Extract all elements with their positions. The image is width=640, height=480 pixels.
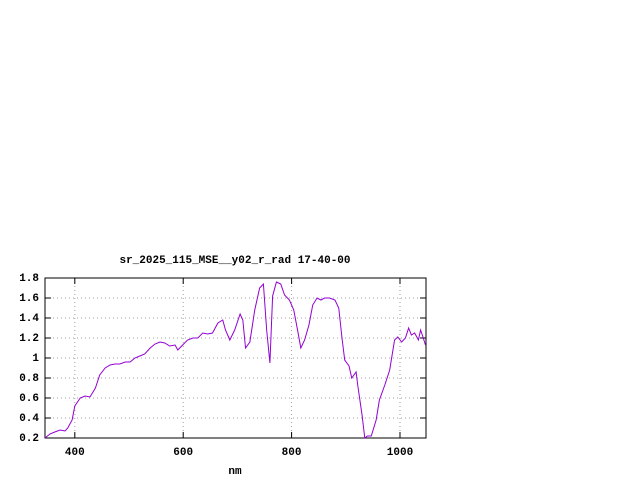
chart-title: sr_2025_115_MSE__y02_r_rad 17-40-00 bbox=[119, 255, 350, 267]
y-tick-label: 1 bbox=[32, 353, 39, 365]
x-tick-label: 800 bbox=[282, 447, 302, 459]
y-tick-label: 0.6 bbox=[19, 393, 39, 405]
x-tick-label: 600 bbox=[173, 447, 193, 459]
y-tick-label: 0.8 bbox=[19, 373, 39, 385]
y-tick-label: 0.2 bbox=[19, 433, 39, 445]
x-axis-label: nm bbox=[228, 466, 242, 478]
x-tick-label: 400 bbox=[65, 447, 85, 459]
y-tick-label: 0.4 bbox=[19, 413, 39, 425]
y-tick-label: 1.4 bbox=[19, 313, 39, 325]
plot-frame bbox=[44, 277, 427, 439]
y-tick-label: 1.8 bbox=[19, 273, 39, 285]
y-tick-label: 1.6 bbox=[19, 293, 39, 305]
x-tick-label: 1000 bbox=[387, 447, 413, 459]
y-tick-label: 1.2 bbox=[19, 333, 39, 345]
data-line bbox=[44, 281, 426, 439]
